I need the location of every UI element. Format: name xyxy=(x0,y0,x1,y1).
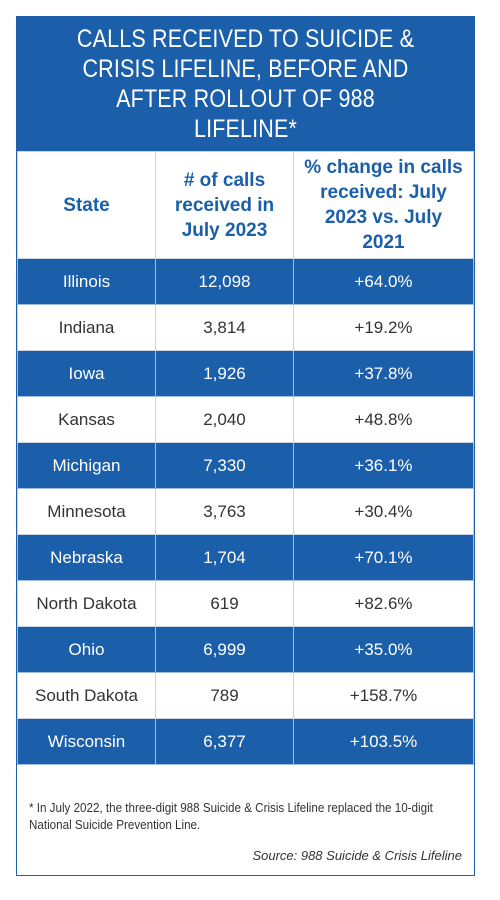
calls-cell: 619 xyxy=(155,580,294,627)
state-cell: Illinois xyxy=(17,258,156,305)
table-row: Indiana 3,814 +19.2% xyxy=(17,304,474,351)
change-cell: +82.6% xyxy=(293,580,474,627)
calls-cell: 6,999 xyxy=(155,626,294,673)
calls-cell: 3,814 xyxy=(155,304,294,351)
table-row: South Dakota 789 +158.7% xyxy=(17,672,474,719)
calls-cell: 3,763 xyxy=(155,488,294,535)
calls-cell: 2,040 xyxy=(155,396,294,443)
table-body: Illinois 12,098 +64.0% Indiana 3,814 +19.2% Io… xyxy=(17,258,474,765)
footnote: * In July 2022, the three-digit 988 Suic… xyxy=(29,801,433,832)
change-cell: +158.7% xyxy=(293,672,474,719)
change-cell: +103.5% xyxy=(293,718,474,765)
state-cell: Michigan xyxy=(17,442,156,489)
calls-cell: 1,926 xyxy=(155,350,294,397)
table-row: Ohio 6,999 +35.0% xyxy=(17,626,474,673)
change-cell: +70.1% xyxy=(293,534,474,581)
title-banner: Calls received to Suicide & Crisis Lifel… xyxy=(17,17,474,151)
state-cell: Kansas xyxy=(17,396,156,443)
state-cell: South Dakota xyxy=(17,672,156,719)
change-cell: +48.8% xyxy=(293,396,474,443)
column-header-change: % change in calls received: July 2023 vs… xyxy=(293,151,474,259)
chart-title: Calls received to Suicide & Crisis Lifel… xyxy=(76,25,415,143)
table-row: Nebraska 1,704 +70.1% xyxy=(17,534,474,581)
change-cell: +30.4% xyxy=(293,488,474,535)
table-row: Minnesota 3,763 +30.4% xyxy=(17,488,474,535)
state-cell: Nebraska xyxy=(17,534,156,581)
table-row: Wisconsin 6,377 +103.5% xyxy=(17,718,474,765)
state-cell: Ohio xyxy=(17,626,156,673)
calls-cell: 789 xyxy=(155,672,294,719)
calls-cell: 6,377 xyxy=(155,718,294,765)
change-cell: +37.8% xyxy=(293,350,474,397)
table-row: Michigan 7,330 +36.1% xyxy=(17,442,474,489)
table-row: Kansas 2,040 +48.8% xyxy=(17,396,474,443)
table-row: Iowa 1,926 +37.8% xyxy=(17,350,474,397)
column-header-state: State xyxy=(17,151,156,259)
column-header-calls: # of calls received in July 2023 xyxy=(155,151,294,259)
footer: * In July 2022, the three-digit 988 Suic… xyxy=(17,792,474,877)
change-cell: +64.0% xyxy=(293,258,474,305)
calls-cell: 1,704 xyxy=(155,534,294,581)
table-row: North Dakota 619 +82.6% xyxy=(17,580,474,627)
calls-cell: 7,330 xyxy=(155,442,294,489)
state-cell: Indiana xyxy=(17,304,156,351)
change-cell: +36.1% xyxy=(293,442,474,489)
table-header-row: State # of calls received in July 2023 %… xyxy=(17,151,474,259)
change-cell: +19.2% xyxy=(293,304,474,351)
change-cell: +35.0% xyxy=(293,626,474,673)
source-note: Source: 988 Suicide & Crisis Lifeline xyxy=(252,848,462,863)
state-cell: Iowa xyxy=(17,350,156,397)
state-cell: Wisconsin xyxy=(17,718,156,765)
calls-table: State # of calls received in July 2023 %… xyxy=(17,151,474,765)
state-cell: North Dakota xyxy=(17,580,156,627)
calls-cell: 12,098 xyxy=(155,258,294,305)
state-cell: Minnesota xyxy=(17,488,156,535)
lifeline-calls-card: Calls received to Suicide & Crisis Lifel… xyxy=(16,16,475,876)
table-row: Illinois 12,098 +64.0% xyxy=(17,258,474,305)
